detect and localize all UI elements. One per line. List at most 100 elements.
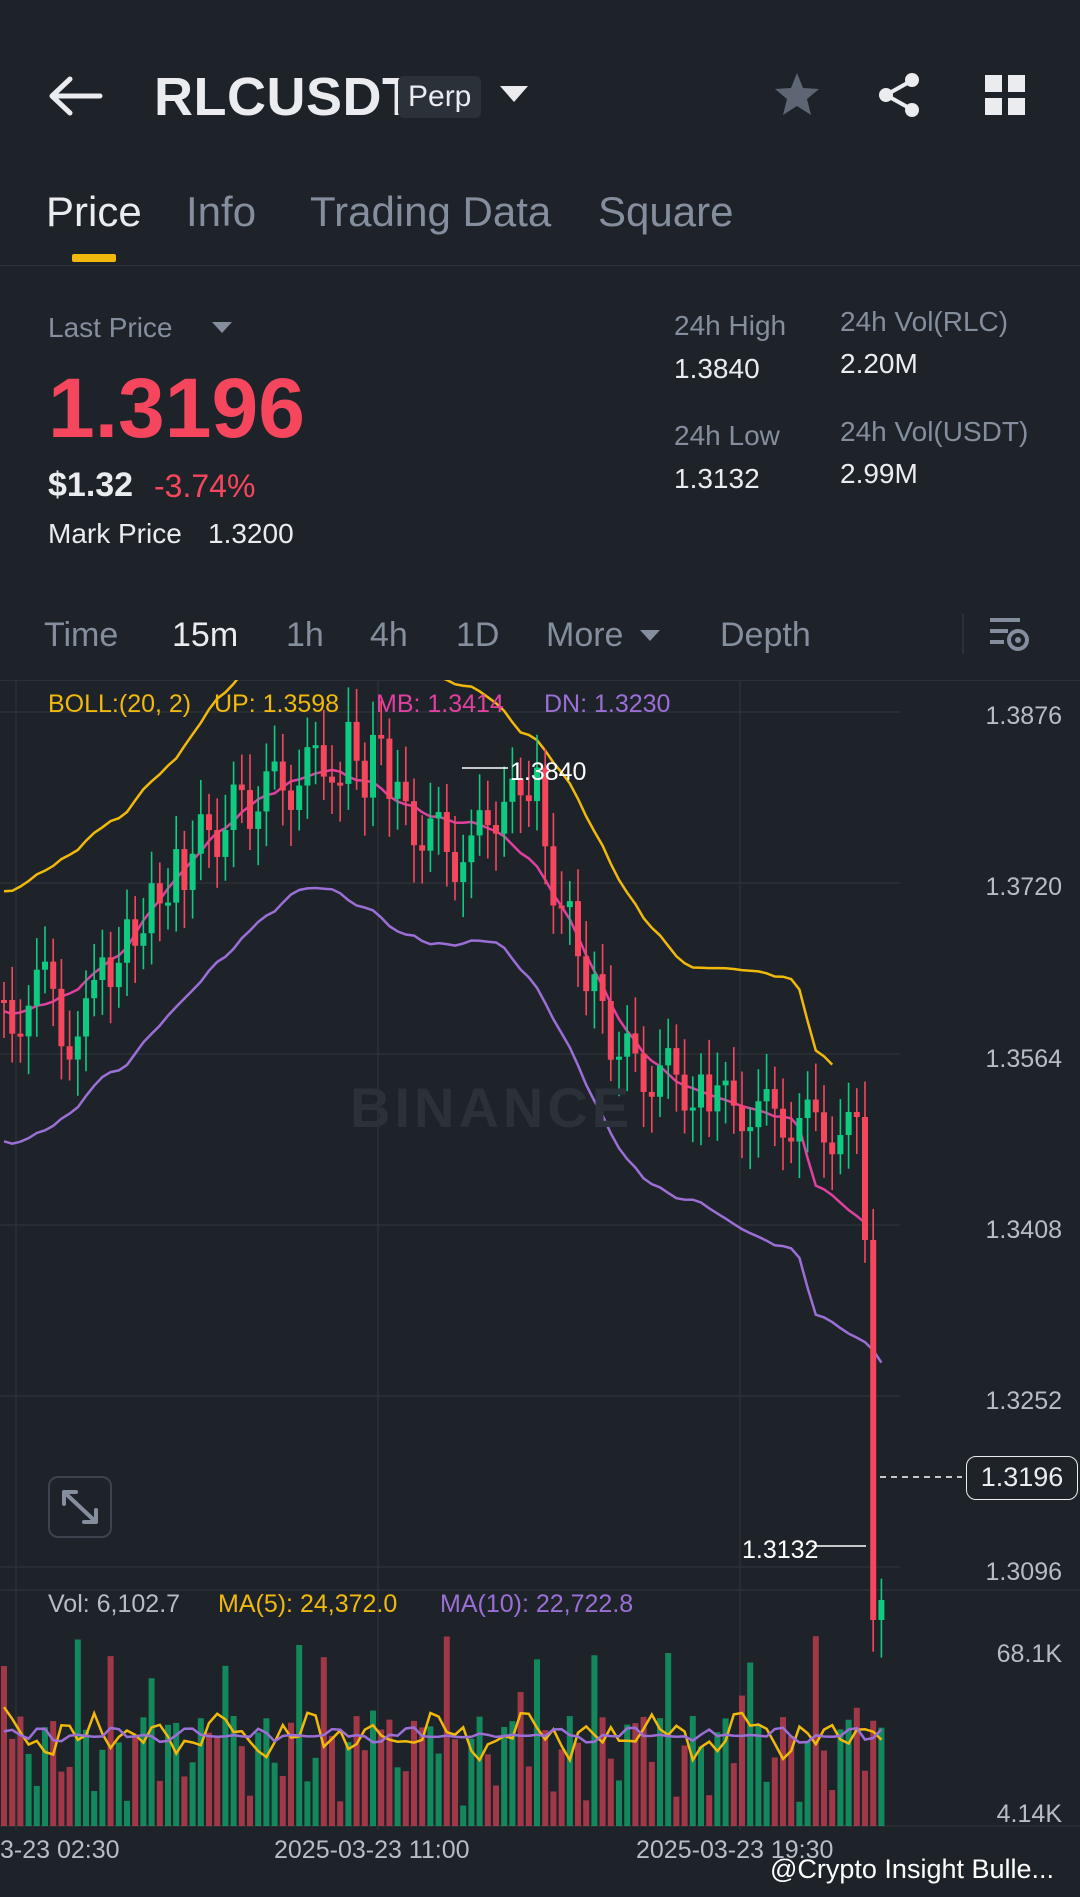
volume-bar <box>862 1770 868 1826</box>
back-arrow-icon[interactable] <box>48 74 104 118</box>
volume-label: Vol: 6,102.7 <box>48 1590 181 1618</box>
volume-bar <box>427 1726 434 1826</box>
candle-body <box>370 734 376 798</box>
volume-bar <box>812 1636 819 1826</box>
candle-body <box>353 721 360 761</box>
candle-body <box>747 1127 754 1132</box>
symbol-dropdown-icon[interactable] <box>500 86 528 102</box>
watermark-credit: @Crypto Insight Bulle... <box>770 1854 1055 1884</box>
boll-middle-line <box>3 768 866 1224</box>
candle-body <box>665 1048 672 1066</box>
time-axis-label: 2025-03-23 11:00 <box>274 1836 470 1864</box>
candle-body <box>312 745 319 749</box>
boll-mb-value: MB: 1.3414 <box>376 690 504 718</box>
interval-15m[interactable]: 15m <box>172 616 239 654</box>
volume-bar <box>747 1662 754 1826</box>
candle-body <box>624 1033 631 1057</box>
mark-price-label: Mark Price <box>48 518 182 549</box>
usd-price: $1.32 <box>48 466 134 504</box>
price-axis-label: 1.3252 <box>985 1387 1062 1415</box>
volume-bar <box>271 1762 278 1826</box>
high-marker-label: 1.3840 <box>510 758 587 786</box>
high-24h-value: 1.3840 <box>674 353 760 384</box>
candle-body <box>616 1056 622 1060</box>
candle-body <box>33 969 40 1006</box>
candle-body <box>837 1135 844 1155</box>
expand-chart-button[interactable] <box>48 1476 112 1538</box>
tab-square[interactable]: Square <box>598 188 734 235</box>
share-icon[interactable] <box>874 70 924 120</box>
toolbar-divider <box>0 680 1080 681</box>
candle-body <box>829 1142 836 1155</box>
candle-body <box>304 747 311 786</box>
price-axis-label: 1.3564 <box>985 1045 1062 1073</box>
volume-bar <box>525 1766 532 1826</box>
candle-body <box>632 1033 639 1054</box>
volume-bar <box>353 1716 360 1826</box>
volume-bar <box>493 1785 499 1826</box>
candle-body <box>181 849 188 890</box>
candle-body <box>115 962 122 988</box>
volume-bar <box>263 1718 270 1826</box>
volume-bar <box>378 1729 385 1826</box>
last-price-label[interactable]: Last Price <box>48 312 173 343</box>
volume-bar <box>345 1742 352 1826</box>
volume-bar <box>33 1785 40 1826</box>
candle-body <box>1 1000 7 1003</box>
volume-bar <box>140 1717 147 1826</box>
volume-bar <box>763 1781 770 1826</box>
volume-bar <box>665 1653 672 1826</box>
candle-body <box>197 814 204 854</box>
candlestick-chart[interactable] <box>0 680 1080 1840</box>
grid-menu-icon[interactable] <box>980 70 1030 120</box>
candle-body <box>821 1112 827 1143</box>
volume-bar <box>632 1723 639 1826</box>
candle-body <box>468 835 475 863</box>
chart-settings-icon[interactable] <box>988 614 1032 654</box>
candle-body <box>378 734 385 739</box>
candle-body <box>189 853 196 890</box>
volume-bar <box>624 1724 631 1826</box>
candle-body <box>607 1000 614 1060</box>
tab-info[interactable]: Info <box>186 188 257 235</box>
candle-body <box>91 980 98 999</box>
candle-body <box>599 974 606 1001</box>
candle-body <box>25 1005 32 1037</box>
volume-ma10-line <box>3 1726 883 1744</box>
candle-body <box>156 883 163 904</box>
volume-bar <box>255 1732 262 1826</box>
volume-bar <box>730 1763 737 1826</box>
volume-bar <box>509 1721 516 1826</box>
interval-more[interactable]: More <box>546 616 624 654</box>
more-dropdown-icon[interactable] <box>640 630 660 641</box>
expand-icon <box>62 1490 98 1524</box>
candle-body <box>83 998 89 1037</box>
star-icon[interactable] <box>772 70 822 120</box>
tab-price[interactable]: Price <box>46 188 142 235</box>
candle-body <box>796 1117 803 1142</box>
candle-body <box>714 1085 721 1112</box>
interval-1h[interactable]: 1h <box>286 616 324 654</box>
volume-bar <box>386 1719 393 1826</box>
volume-bar <box>230 1716 237 1826</box>
last-price-dropdown-icon[interactable] <box>212 322 232 333</box>
price-change-percent: -3.74% <box>154 468 256 504</box>
price-axis-label: 1.3408 <box>985 1216 1062 1244</box>
candle-body <box>42 961 48 970</box>
volume-bar <box>878 1727 885 1826</box>
candle-body <box>402 781 409 802</box>
symbol-title[interactable]: RLCUSDT <box>154 67 416 127</box>
volume-bar <box>566 1716 573 1826</box>
candle-body <box>853 1111 860 1117</box>
interval-time[interactable]: Time <box>44 616 119 654</box>
volume-bar <box>361 1750 368 1826</box>
tab-depth[interactable]: Depth <box>720 616 811 654</box>
last-price-value: 1.3196 <box>48 361 305 455</box>
interval-1d[interactable]: 1D <box>456 616 500 654</box>
candle-body <box>517 778 524 796</box>
candle-body <box>255 811 262 829</box>
tab-trading-data[interactable]: Trading Data <box>310 188 552 235</box>
volume-bar <box>99 1749 106 1826</box>
interval-4h[interactable]: 4h <box>370 616 408 654</box>
volume-bar <box>132 1735 139 1826</box>
